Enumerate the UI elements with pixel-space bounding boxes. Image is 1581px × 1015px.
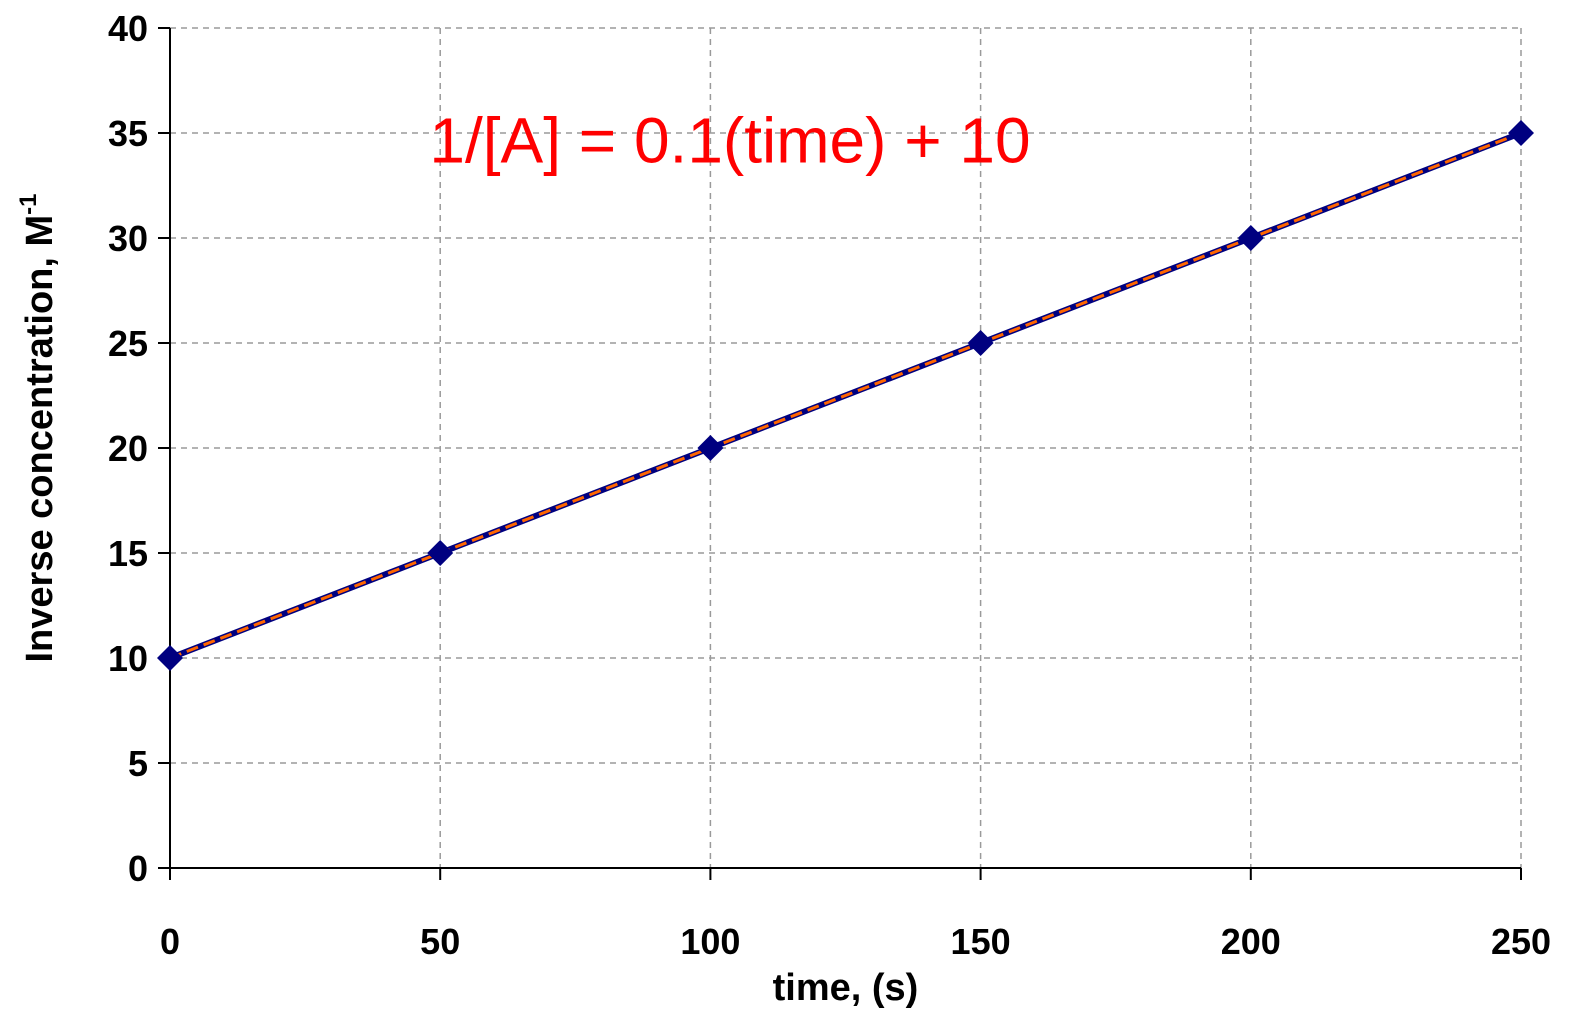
markers (157, 120, 1534, 671)
y-tick-label: 25 (108, 323, 148, 364)
data-point (967, 330, 994, 356)
y-axis-title-main: Inverse concentration, M (19, 215, 61, 663)
y-tick-label: 10 (108, 638, 148, 679)
y-tick-label: 20 (108, 428, 148, 469)
tick-labels: 0 5 10 15 20 25 30 35 40 0 50 100 150 200 250 (108, 8, 1551, 962)
y-tick-label: 40 (108, 8, 148, 49)
data-point (1237, 225, 1264, 251)
x-tick-label: 0 (160, 921, 180, 962)
data-point (697, 435, 724, 461)
y-axis-title-superscript: -1 (15, 193, 42, 214)
y-tick-label: 15 (108, 533, 148, 574)
y-tick-label: 30 (108, 218, 148, 259)
x-tick-label: 250 (1491, 921, 1551, 962)
x-tick-label: 50 (420, 921, 460, 962)
x-tick-label: 100 (680, 921, 740, 962)
trendline-line (169, 131, 1522, 660)
x-tick-label: 200 (1221, 921, 1281, 962)
trendline (169, 131, 1522, 660)
x-axis-title: time, (s) (773, 967, 919, 1009)
y-tick-label: 5 (128, 743, 148, 784)
x-tick-label: 150 (951, 921, 1011, 962)
y-tick-label: 0 (128, 848, 148, 889)
equation-annotation: 1/[A] = 0.1(time) + 10 (429, 104, 1030, 176)
y-tick-label: 35 (108, 113, 148, 154)
data-point (157, 645, 183, 671)
y-axis-title: Inverse concentration, M-1 (15, 193, 61, 662)
data-point (427, 540, 454, 566)
data-point (1508, 120, 1534, 146)
